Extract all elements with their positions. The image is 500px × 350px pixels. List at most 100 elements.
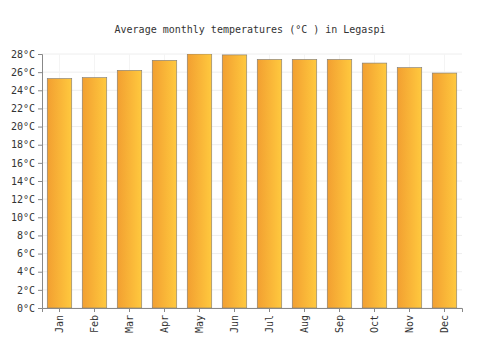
chart: Average monthly temperatures (°C ) in Le… — [0, 0, 500, 350]
x-tick-mark — [199, 308, 200, 312]
y-tick: 10°C — [11, 212, 42, 223]
bar — [82, 78, 107, 308]
x-tick-mark — [339, 308, 340, 312]
y-tick-label: 0°C — [17, 303, 35, 314]
y-axis-line — [38, 55, 43, 309]
y-tick-mark — [38, 72, 42, 73]
x-axis-line — [43, 309, 463, 313]
x-tick: Apr — [159, 308, 170, 333]
y-tick-label: 18°C — [11, 139, 35, 150]
x-tick-label: Jan — [54, 315, 65, 333]
x-tick-mark — [234, 308, 235, 312]
bar — [327, 59, 352, 308]
y-tick-mark — [38, 308, 42, 309]
grid — [42, 54, 462, 308]
y-tick-mark — [38, 108, 42, 109]
y-tick-label: 20°C — [11, 121, 35, 132]
x-tick: Aug — [299, 308, 310, 333]
x-tick-mark — [59, 308, 60, 312]
y-tick-mark — [38, 217, 42, 218]
bar — [257, 59, 282, 308]
x-tick: Dec — [439, 308, 450, 333]
y-tick: 12°C — [11, 194, 42, 205]
y-tick-mark — [38, 254, 42, 255]
y-tick-mark — [38, 290, 42, 291]
bar — [152, 60, 177, 308]
y-tick-label: 14°C — [11, 176, 35, 187]
y-tick: 18°C — [11, 139, 42, 150]
y-tick-mark — [38, 90, 42, 91]
x-tick-label: Sep — [334, 315, 345, 333]
x-tick-label: Aug — [299, 315, 310, 333]
y-tick: 20°C — [11, 121, 42, 132]
y-tick-label: 4°C — [17, 266, 35, 277]
y-tick-label: 26°C — [11, 67, 35, 78]
x-tick-mark — [444, 308, 445, 312]
y-tick: 24°C — [11, 85, 42, 96]
x-tick-mark — [409, 308, 410, 312]
y-tick: 16°C — [11, 158, 42, 169]
y-tick-mark — [38, 54, 42, 55]
y-tick-label: 12°C — [11, 194, 35, 205]
bar — [187, 54, 212, 308]
x-tick: Sep — [334, 308, 345, 333]
x-tick: Nov — [404, 308, 415, 333]
y-tick-label: 24°C — [11, 85, 35, 96]
y-tick: 28°C — [11, 49, 42, 60]
x-tick-label: Mar — [124, 315, 135, 333]
x-tick-label: Oct — [369, 315, 380, 333]
x-tick: Jul — [264, 308, 275, 333]
bars — [47, 54, 457, 308]
y-tick-mark — [38, 145, 42, 146]
bar — [432, 73, 457, 308]
x-tick-mark — [164, 308, 165, 312]
bar — [362, 63, 387, 308]
x-tick-label: Jul — [264, 315, 275, 333]
y-tick-label: 10°C — [11, 212, 35, 223]
y-tick-label: 8°C — [17, 230, 35, 241]
y-tick: 22°C — [11, 103, 42, 114]
y-tick-label: 2°C — [17, 285, 35, 296]
plot: 0°C 2°C 4°C 6°C 8°C 10°C 12°C 14°C 16°C 18°C 20°C 2… — [11, 49, 463, 333]
y-tick: 8°C — [17, 230, 42, 241]
bar — [117, 70, 142, 308]
y-tick-mark — [38, 163, 42, 164]
x-tick-label: May — [194, 315, 205, 333]
x-tick: Jun — [229, 308, 240, 333]
y-tick-label: 22°C — [11, 103, 35, 114]
title: Average monthly temperatures (°C ) in Le… — [115, 24, 386, 35]
bar — [222, 55, 247, 308]
x-tick-label: Nov — [404, 315, 415, 333]
x-tick-mark — [374, 308, 375, 312]
x-tick: May — [194, 308, 205, 333]
y-axis: 0°C 2°C 4°C 6°C 8°C 10°C 12°C 14°C 16°C 18°C 20°C 2… — [11, 49, 43, 314]
x-tick: Jan — [54, 308, 65, 333]
x-axis: Jan Feb Mar Apr May Jun Jul Aug Sep Oct Nov Dec — [43, 308, 463, 333]
x-tick: Oct — [369, 308, 380, 333]
x-tick: Feb — [89, 308, 100, 333]
x-tick-label: Jun — [229, 315, 240, 333]
y-tick-mark — [38, 181, 42, 182]
y-tick: 2°C — [17, 285, 42, 296]
y-tick: 0°C — [17, 303, 42, 314]
x-tick-label: Apr — [159, 315, 170, 333]
x-tick-mark — [94, 308, 95, 312]
y-tick: 6°C — [17, 248, 42, 259]
y-tick-label: 16°C — [11, 158, 35, 169]
y-tick-label: 6°C — [17, 248, 35, 259]
y-tick-mark — [38, 272, 42, 273]
bar — [47, 78, 72, 308]
y-tick-mark — [38, 199, 42, 200]
y-tick: 26°C — [11, 67, 42, 78]
x-tick-label: Feb — [89, 315, 100, 333]
y-tick: 4°C — [17, 266, 42, 277]
bar — [292, 59, 317, 308]
x-tick: Mar — [124, 308, 135, 333]
bar — [397, 68, 422, 308]
y-tick-mark — [38, 127, 42, 128]
x-tick-mark — [269, 308, 270, 312]
y-tick: 14°C — [11, 176, 42, 187]
y-tick-label: 28°C — [11, 49, 35, 60]
x-tick-mark — [129, 308, 130, 312]
x-tick-label: Dec — [439, 315, 450, 333]
